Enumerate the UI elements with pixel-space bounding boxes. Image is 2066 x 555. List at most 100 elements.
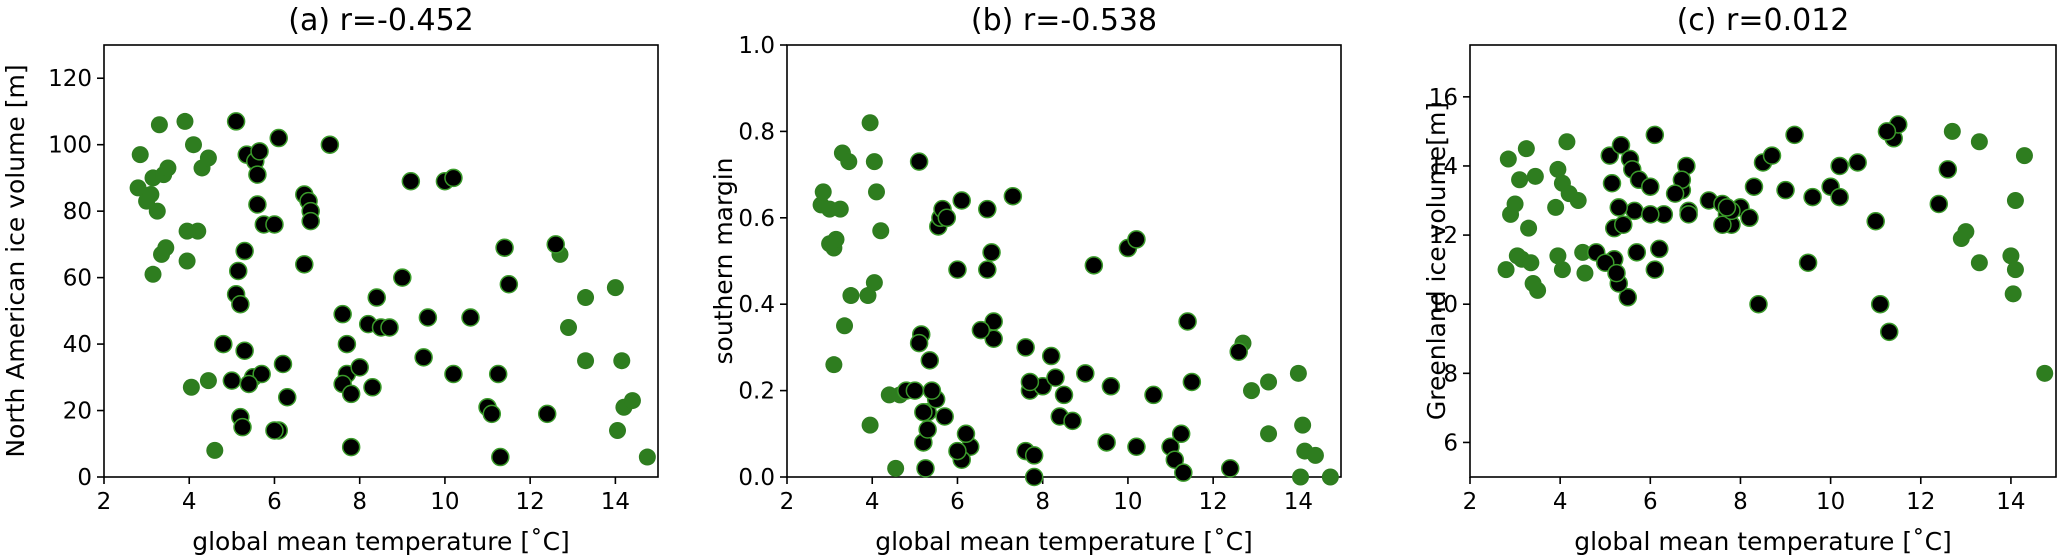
panel-c-point-black — [1870, 294, 1890, 314]
panel-c-y-ticks: 6 8 10 12 14 16 — [1429, 85, 1470, 456]
panel-a-point-black — [265, 215, 284, 234]
panel-b-point-green — [859, 287, 877, 305]
panel-a-point-green — [159, 159, 177, 177]
panel-a-point-black — [444, 364, 463, 384]
panel-b-point-black — [914, 402, 933, 422]
panel-c-title: (c) r=0.012 — [1677, 3, 1850, 38]
panel-a-point-green — [577, 289, 595, 307]
panel-c-x-tick-label: 14 — [1996, 489, 2025, 515]
panel-a-point-green — [623, 392, 641, 410]
panel-b-point-green — [825, 356, 843, 374]
panel-b-point-black — [1182, 372, 1202, 392]
panel-a-point-black — [363, 378, 382, 397]
panel-a-point-green — [182, 378, 200, 396]
panel-a-point-black — [333, 304, 352, 324]
panel-c-point-black — [1641, 177, 1660, 196]
panel-a-point-black — [252, 364, 271, 384]
panel-a-point-black — [233, 417, 252, 437]
panel-a-point-black — [269, 128, 288, 148]
panel-b-point-black — [1063, 411, 1082, 431]
panel-b-point-black — [1101, 377, 1121, 396]
panel-b-y-tick-label: 0.6 — [738, 206, 775, 232]
panel-b-point-black — [935, 407, 954, 426]
panel-a-point-black — [226, 112, 246, 131]
panel-b-y-label: southern margin — [709, 158, 738, 365]
panel-c-point-black — [1650, 239, 1669, 259]
panel-c-point-green — [1517, 140, 1535, 158]
panel-c-point-black — [1614, 215, 1633, 234]
panel-c-point-black — [1618, 288, 1638, 307]
panel-b-point-green — [1292, 468, 1310, 486]
panel-c-point-green — [1549, 160, 1567, 178]
panel-c-x-label: global mean temperature [˚C] — [1574, 527, 1952, 555]
panel-c-point-black — [1641, 205, 1660, 224]
panel-b-point-black — [909, 152, 929, 171]
panel-b-point-green — [836, 317, 854, 335]
panel-c-point-green — [2015, 147, 2033, 165]
panel-b-point-green — [821, 235, 839, 253]
panel-c-point-black — [1744, 177, 1764, 196]
panel-a-point-black — [250, 142, 269, 161]
panel-c-point-black — [1713, 215, 1732, 234]
panel-b-point-green — [1260, 425, 1278, 443]
panel-c-point-green — [1970, 254, 1988, 272]
panel-c-point-black — [1595, 253, 1615, 272]
panel-b-x-tick-label: 4 — [865, 489, 880, 515]
panel-b-x-label: global mean temperature [˚C] — [875, 527, 1253, 555]
panel-b-points — [812, 114, 1339, 487]
panel-a-point-black — [350, 358, 369, 377]
panel-b-point-green — [887, 459, 905, 477]
panel-b-x-tick-label: 8 — [1035, 489, 1050, 515]
panel-a-point-green — [199, 149, 217, 167]
panel-b-point-black — [1097, 433, 1116, 452]
panel-c-y-tick-label: 14 — [1429, 154, 1458, 180]
panel-b-point-black — [1144, 385, 1163, 405]
panel-c-point-green — [1547, 198, 1565, 216]
panel-a-point-black — [393, 268, 412, 287]
panel-a-point-green — [178, 252, 196, 270]
panel-c-y-tick-label: 8 — [1443, 361, 1458, 387]
panel-a-point-black — [499, 275, 519, 294]
panel-a: (a) r=-0.452 2 4 6 8 10 12 14 020406080100120 … — [1, 3, 659, 555]
panel-c-point-green — [1553, 261, 1571, 279]
panel-b-point-black — [978, 260, 997, 279]
panel-b-point-green — [840, 153, 858, 171]
panel-c-point-green — [2006, 261, 2024, 279]
panel-c-point-black — [1877, 122, 1897, 141]
panel-b-point-black — [1220, 459, 1240, 478]
panel-a-point-black — [231, 294, 250, 314]
panel-b-y-tick-label: 1.0 — [738, 33, 775, 59]
panel-c-point-black — [1679, 205, 1698, 224]
panel-c: (c) r=0.012 2 4 6 8 10 12 14 6 8 10 12 14 16 global… — [1422, 3, 2057, 555]
panel-b-point-black — [1024, 467, 1044, 487]
panel-b-point-black — [1165, 450, 1185, 469]
panel-a-point-black — [222, 371, 242, 390]
panel-c-point-black — [1645, 260, 1665, 279]
panel-c-y-tick-label: 16 — [1429, 85, 1458, 111]
panel-a-y-tick-label: 120 — [48, 66, 92, 92]
panel-b-y-ticks: 0.0 0.2 0.4 0.6 0.8 1.0 — [738, 33, 787, 491]
panel-b: (b) r=-0.538 2 4 6 8 10 12 14 0.0 0.2 0.4 0.6 0.8 1… — [709, 3, 1342, 555]
panel-c-point-black — [1929, 194, 1949, 214]
panel-b-point-green — [865, 153, 883, 171]
panel-c-point-black — [1625, 201, 1644, 221]
panel-c-point-black — [1607, 263, 1626, 283]
panel-a-point-black — [248, 165, 267, 184]
panel-a-point-black — [401, 171, 421, 191]
panel-a-x-ticks: 2 4 6 8 10 12 14 — [97, 477, 630, 515]
panel-b-point-black — [971, 320, 991, 340]
panel-b-point-black — [920, 351, 940, 370]
panel-a-point-green — [609, 421, 627, 439]
panel-a-point-black — [295, 255, 314, 274]
panel-c-point-black — [1830, 156, 1849, 176]
panel-c-point-black — [1803, 187, 1822, 207]
panel-c-point-black — [1665, 184, 1685, 203]
panel-c-x-tick-label: 8 — [1733, 489, 1748, 515]
panel-b-point-black — [905, 381, 925, 400]
panel-a-x-tick-label: 10 — [430, 489, 459, 515]
panel-c-point-green — [1526, 167, 1544, 185]
panel-b-x-ticks: 2 4 6 8 10 12 14 — [780, 477, 1313, 515]
panel-c-point-green — [1549, 247, 1567, 265]
panel-c-point-green — [1511, 171, 1529, 189]
